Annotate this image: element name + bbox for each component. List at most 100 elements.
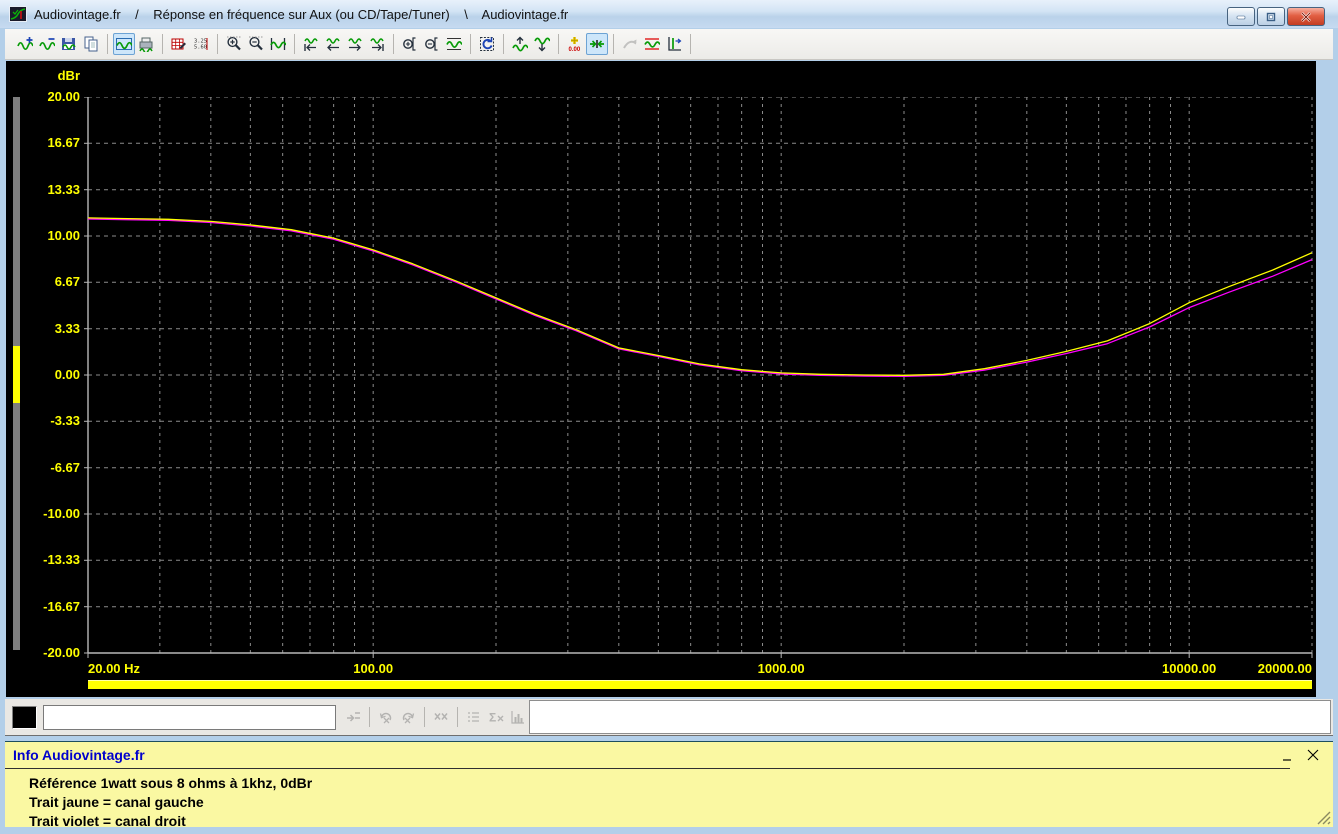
time-series-view-button[interactable] xyxy=(113,33,135,55)
merge-icon xyxy=(347,712,360,722)
toolbar-separator xyxy=(369,707,370,727)
info-divider xyxy=(5,768,1290,769)
go-last-button[interactable] xyxy=(366,33,388,55)
data-values-button[interactable]: 3.25 5.60 xyxy=(190,33,212,55)
zero-reference-button[interactable]: 0.00 xyxy=(564,33,586,55)
toolbar-separator xyxy=(470,34,471,54)
toolbar-separator xyxy=(217,34,218,54)
y-tick-label: 16.67 xyxy=(47,135,80,151)
copy-button[interactable] xyxy=(80,33,102,55)
cursor-button[interactable] xyxy=(663,33,685,55)
y-tick-label: 3.33 xyxy=(54,320,80,336)
shift-up-button[interactable] xyxy=(509,33,531,55)
toolbar-separator xyxy=(558,34,559,54)
undo-x-icon xyxy=(379,712,392,724)
minimize-button[interactable] xyxy=(1227,7,1255,26)
curve-canal-gauche xyxy=(87,217,1313,376)
y-tick-label: -10.00 xyxy=(43,506,80,521)
zoom-out-button[interactable] xyxy=(245,33,267,55)
compress-scale-button[interactable] xyxy=(586,33,608,55)
clear-markers-button xyxy=(430,706,452,728)
nav-next-icon xyxy=(348,38,362,51)
zoomy-out-icon xyxy=(425,37,438,51)
undo-marker-button xyxy=(375,706,397,728)
sum-button: Σ xyxy=(485,706,507,728)
shift-down-button[interactable] xyxy=(531,33,553,55)
apply-marker-button xyxy=(342,706,364,728)
toolbar-separator xyxy=(690,34,691,54)
replay-icon xyxy=(480,37,494,51)
distribution-button xyxy=(507,706,529,728)
y-tick-label: 0.00 xyxy=(54,367,80,382)
list-minus-icon xyxy=(468,712,479,722)
color-swatch[interactable] xyxy=(12,705,37,729)
zoom-in-button[interactable] xyxy=(223,33,245,55)
level-indicator-segment xyxy=(13,346,20,403)
redo-marker-button xyxy=(397,706,419,728)
xx-icon xyxy=(434,713,448,720)
chart-frame-icon xyxy=(116,38,132,50)
level-indicator xyxy=(13,97,20,650)
status-panel xyxy=(529,700,1331,734)
zoom-out-icon xyxy=(249,36,263,51)
plot-area[interactable] xyxy=(82,97,1316,663)
replay-button[interactable] xyxy=(476,33,498,55)
y-tick-label: -13.33 xyxy=(43,552,80,568)
edit-data-button[interactable] xyxy=(168,33,190,55)
svg-text:5.60: 5.60 xyxy=(194,45,207,51)
wave-down-icon xyxy=(534,37,550,52)
x-tick-label: 20000.00 xyxy=(1257,661,1312,676)
info-reference-line: Référence 1watt sous 8 ohms à 1khz, 0dBr xyxy=(29,775,313,791)
toolbar-separator xyxy=(424,707,425,727)
print-button[interactable] xyxy=(135,33,157,55)
zoom-y-in-button[interactable] xyxy=(399,33,421,55)
zero-ref-icon: 0.00 xyxy=(569,37,581,52)
y-axis-title: dBr xyxy=(57,68,80,83)
y-tick-label: -3.33 xyxy=(50,413,80,429)
svg-text:3.25: 3.25 xyxy=(194,39,207,45)
resize-grip-icon[interactable] xyxy=(1313,807,1331,825)
toolbar-separator xyxy=(457,707,458,727)
values-list-icon: 3.255.60 xyxy=(194,38,208,51)
add-overlay-button[interactable] xyxy=(14,33,36,55)
wave-up-icon xyxy=(512,36,528,52)
y-tick-label: 13.33 xyxy=(47,181,80,197)
save-wave-icon xyxy=(62,38,76,50)
zoom-y-out-button[interactable] xyxy=(421,33,443,55)
save-button[interactable] xyxy=(58,33,80,55)
annotation-input[interactable] xyxy=(43,704,336,730)
x-tick-label: 20.00 Hz xyxy=(88,661,141,676)
autoscale-button[interactable] xyxy=(443,33,465,55)
limits-button[interactable] xyxy=(641,33,663,55)
remove-overlay-button[interactable] xyxy=(36,33,58,55)
sigma-x-icon: Σ xyxy=(489,711,504,725)
main-toolbar: 3.25 5.60 0.00 xyxy=(5,29,1333,60)
title-bar: Audiovintage.fr / Réponse en fréquence s… xyxy=(0,0,1338,28)
position-bar[interactable] xyxy=(88,680,1312,689)
go-next-button[interactable] xyxy=(344,33,366,55)
y-tick-label: 20.00 xyxy=(47,89,80,104)
wave-fit-icon xyxy=(446,38,462,50)
toolbar-separator xyxy=(613,34,614,54)
go-previous-button[interactable] xyxy=(322,33,344,55)
edit-grid-icon xyxy=(171,38,186,50)
y-tick-label: -16.67 xyxy=(43,598,80,614)
print-wave-icon xyxy=(139,37,153,52)
nav-first-icon xyxy=(304,38,318,51)
close-button[interactable] xyxy=(1287,7,1325,26)
zoom-in-icon xyxy=(227,36,241,51)
frequency-response-chart: dBr 20.00 16.67 13.33 10.00 6.67 3.33 0.00 -3.3… xyxy=(6,61,1316,697)
curve-canal-droit xyxy=(87,218,1313,378)
svg-text:0.00: 0.00 xyxy=(569,47,581,52)
go-first-button[interactable] xyxy=(300,33,322,55)
info-panel: Info Audiovintage.fr Référence 1watt sou… xyxy=(5,741,1333,829)
maximize-button[interactable] xyxy=(1257,7,1285,26)
info-close-icon[interactable] xyxy=(1305,748,1321,762)
full-span-button[interactable] xyxy=(267,33,289,55)
app-icon xyxy=(9,6,27,22)
info-left-channel-line: Trait jaune = canal gauche xyxy=(29,794,204,810)
toolbar-separator xyxy=(294,34,295,54)
marker-toolbar: Σ xyxy=(5,699,1333,736)
info-minimize-icon[interactable] xyxy=(1279,748,1295,762)
window-title: Audiovintage.fr / Réponse en fréquence s… xyxy=(34,6,569,22)
